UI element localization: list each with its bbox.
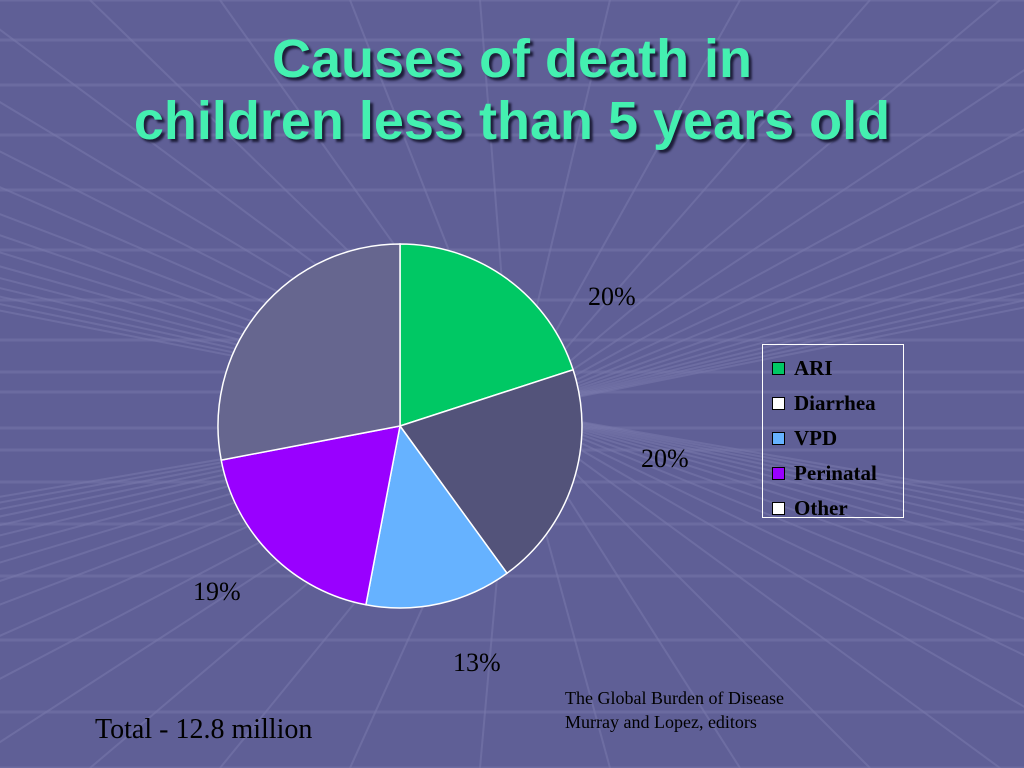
grid-line xyxy=(511,409,1024,514)
grid-line xyxy=(511,200,1024,411)
grid-line xyxy=(511,258,1024,411)
grid-line xyxy=(511,128,1024,411)
legend-item-other: Other xyxy=(772,491,903,526)
grid-line xyxy=(0,409,513,498)
grid-line xyxy=(511,0,1001,411)
grid-line xyxy=(511,224,1024,411)
legend-item-perinatal: Perinatal xyxy=(772,456,903,491)
grid-line xyxy=(0,409,513,510)
grid-line xyxy=(511,271,1024,411)
grid-line xyxy=(0,309,513,411)
pie-slice-diarrhea xyxy=(398,368,583,575)
pie-slice-vpd xyxy=(365,424,509,609)
legend-item-diarrhea: Diarrhea xyxy=(772,386,903,421)
legend-label: Other xyxy=(794,496,848,520)
legend-swatch xyxy=(772,397,785,410)
legend-swatch xyxy=(772,467,785,480)
grid-line xyxy=(511,409,1024,708)
grid-line xyxy=(511,306,1024,411)
grid-line xyxy=(511,409,1024,501)
grid-line xyxy=(511,409,1001,768)
pie-slice-perinatal xyxy=(220,425,401,606)
grid-line xyxy=(511,69,1024,411)
data-label-diarrhea: 20% xyxy=(641,444,689,473)
grid-line xyxy=(0,295,513,411)
legend-label: VPD xyxy=(794,426,838,450)
legend-swatch xyxy=(772,432,785,445)
legend-swatch xyxy=(772,502,785,515)
pie-slice-ari xyxy=(399,243,575,428)
grid-line xyxy=(0,287,513,411)
legend-item-vpd: VPD xyxy=(772,421,903,456)
source-citation: The Global Burden of Disease Murray and … xyxy=(565,686,784,734)
grid-line xyxy=(511,409,1024,573)
legend-item-ari: ARI xyxy=(772,351,903,386)
grid-line xyxy=(511,169,1024,411)
chart-legend: ARI Diarrhea VPD Perinatal Other xyxy=(762,344,904,520)
legend-swatch xyxy=(772,362,785,375)
source-line-2: Murray and Lopez, editors xyxy=(565,712,757,732)
grid-line xyxy=(511,291,1024,411)
grid-line xyxy=(0,303,513,411)
grid-line xyxy=(511,409,1024,507)
grid-line xyxy=(511,409,1024,620)
grid-line xyxy=(511,409,1024,556)
title-line-2: children less than 5 years old xyxy=(133,91,891,151)
legend-label: Diarrhea xyxy=(794,391,876,415)
data-label-ari: 20% xyxy=(588,282,636,311)
total-deaths: Total - 12.8 million xyxy=(95,714,313,745)
title-line-1: Causes of death in xyxy=(271,29,753,89)
slide-title: Causes of death in children less than 5 … xyxy=(0,28,1024,152)
grid-line xyxy=(511,282,1024,411)
legend-label: ARI xyxy=(794,356,833,380)
grid-line xyxy=(0,409,513,504)
grid-line xyxy=(511,0,871,411)
grid-line xyxy=(511,409,1024,657)
grid-line xyxy=(511,409,1024,522)
grid-line xyxy=(511,243,1024,411)
legend-label: Perinatal xyxy=(794,461,877,485)
pie-slice-other xyxy=(217,243,401,461)
data-label-vpd: 13% xyxy=(453,648,501,677)
grid-line xyxy=(511,409,1024,531)
grid-line xyxy=(511,409,1024,593)
source-line-1: The Global Burden of Disease xyxy=(565,688,784,708)
grid-line xyxy=(511,409,1024,543)
data-label-perinatal: 19% xyxy=(193,577,241,606)
grid-line xyxy=(511,299,1024,411)
